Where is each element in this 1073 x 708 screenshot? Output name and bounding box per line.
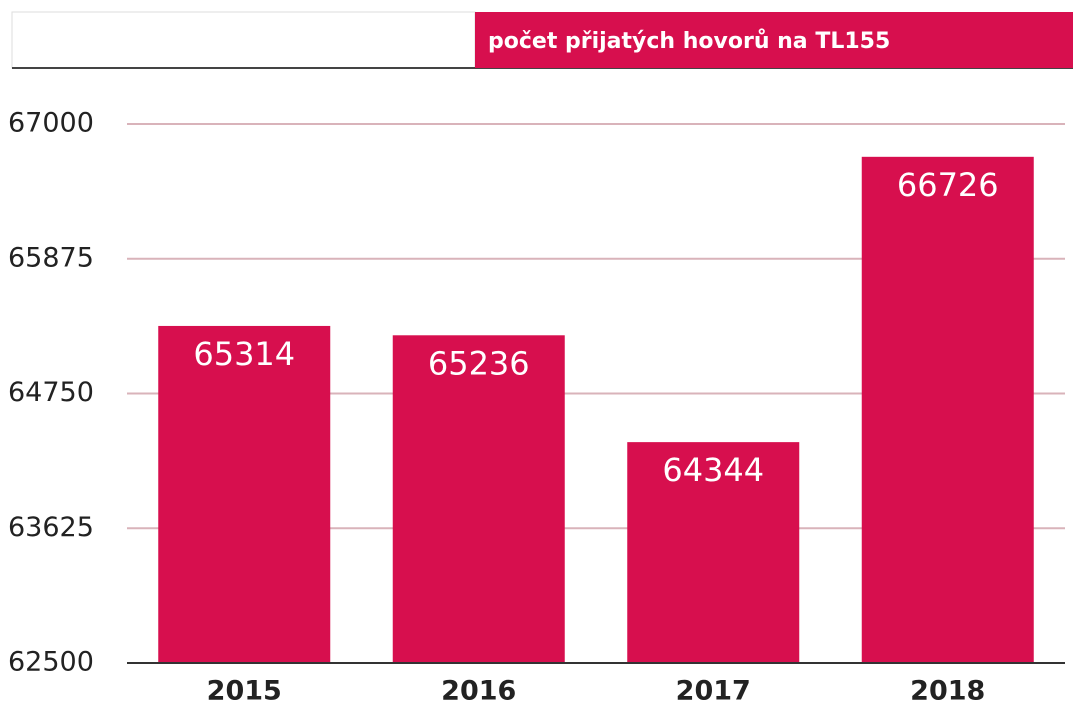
x-tick-label: 2018 — [910, 676, 985, 707]
header-blank — [11, 11, 476, 69]
value-label: 65236 — [428, 344, 530, 382]
value-label: 66726 — [897, 166, 999, 204]
y-tick-label: 64750 — [8, 377, 94, 408]
y-tick-label: 63625 — [8, 512, 94, 543]
y-tick-label: 62500 — [8, 647, 94, 678]
bar — [627, 442, 800, 663]
x-tick-label: 2015 — [207, 676, 282, 707]
bar — [861, 156, 1034, 664]
bar — [392, 335, 565, 663]
legend-box — [475, 12, 1073, 68]
value-label: 64344 — [662, 451, 764, 489]
x-tick-label: 2017 — [676, 676, 751, 707]
legend-label: počet přijatých hovorů na TL155 — [488, 29, 890, 54]
y-tick-label: 67000 — [8, 108, 94, 139]
y-tick-label: 65875 — [8, 242, 94, 273]
bar — [158, 325, 331, 663]
value-label: 65314 — [193, 335, 295, 373]
x-tick-label: 2016 — [441, 676, 516, 707]
